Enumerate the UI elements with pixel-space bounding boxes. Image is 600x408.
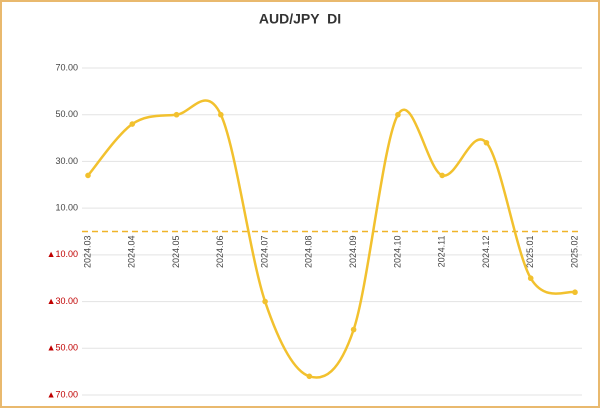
y-tick-label: ▲50.00 — [47, 343, 78, 353]
x-tick-label: 2024.03 — [82, 236, 92, 269]
data-point — [483, 139, 490, 146]
x-tick-label: 2024.09 — [348, 236, 358, 269]
y-tick-label: 30.00 — [55, 156, 78, 166]
x-tick-label: 2024.07 — [259, 236, 269, 269]
data-point — [350, 326, 357, 333]
data-point — [85, 172, 91, 179]
y-tick-label: ▲30.00 — [47, 296, 78, 306]
data-point — [218, 111, 224, 118]
y-tick-label: 50.00 — [55, 109, 78, 119]
x-tick-label: 2024.05 — [171, 236, 181, 269]
data-point — [395, 111, 401, 118]
x-tick-label: 2024.12 — [481, 236, 491, 269]
data-point — [129, 121, 136, 127]
x-tick-label: 2024.11 — [437, 236, 447, 268]
data-point — [572, 289, 578, 296]
x-tick-label: 2024.04 — [127, 236, 137, 269]
data-point — [306, 373, 313, 380]
x-tick-label: 2024.10 — [392, 236, 402, 269]
x-tick-label: 2025.02 — [569, 236, 579, 269]
x-tick-label: 2024.08 — [304, 236, 314, 269]
x-tick-label: 2024.06 — [215, 236, 225, 269]
data-point — [439, 172, 445, 179]
chart-title: AUD/JPY DI — [259, 11, 341, 27]
y-tick-label: ▲70.00 — [47, 389, 78, 399]
y-tick-label: 10.00 — [55, 203, 78, 213]
y-tick-label: 70.00 — [55, 62, 78, 72]
data-point — [262, 298, 268, 305]
y-tick-label: ▲10.00 — [47, 249, 78, 259]
data-line — [87, 99, 576, 379]
data-point — [527, 275, 534, 282]
data-point — [173, 111, 180, 118]
x-tick-label: 2025.01 — [525, 236, 535, 269]
